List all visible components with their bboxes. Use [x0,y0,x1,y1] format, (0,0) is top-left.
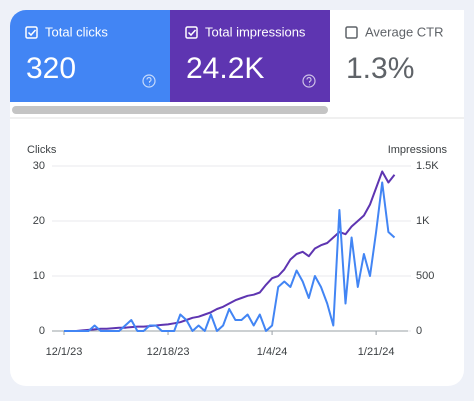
card-label: Total clicks [45,24,108,39]
checkbox [25,26,38,39]
y2-tick-label: 1K [416,215,430,227]
x-tick-label: 12/18/23 [147,346,190,358]
metric-card[interactable]: Average CTR 1.3% [330,10,464,102]
y-tick-label: 20 [33,215,45,227]
card-bg [330,10,464,102]
y-tick-label: 0 [39,325,45,337]
card-value: 1.3% [346,52,414,85]
y2-tick-label: 0 [416,325,422,337]
x-tick-label: 1/21/24 [358,346,395,358]
y-tick-label: 30 [33,160,45,172]
card-bg [10,10,170,102]
checkmark [187,29,197,37]
y-tick-label: 10 [33,270,45,282]
y2-tick-label: 500 [416,270,434,282]
x-tick-label: 12/1/23 [46,346,83,358]
panel [10,10,464,386]
x-tick-label: 1/4/24 [257,346,288,358]
y2-axis-title: Impressions [388,144,448,156]
metric-card[interactable]: Total impressions 24.2K [170,10,330,102]
y-axis-title: Clicks [27,144,57,156]
help-glyph [146,77,152,86]
series-line [64,170,396,332]
scrollbar[interactable] [12,106,328,114]
help-icon [142,74,156,88]
help-glyph [306,77,312,86]
card-value: 24.2K [186,52,264,85]
checkbox [345,26,358,39]
help-icon [302,74,316,88]
checkmark [27,29,37,37]
metric-card[interactable]: Total clicks 320 [10,10,170,102]
series-line [64,181,396,332]
y2-tick-label: 1.5K [416,160,439,172]
card-bg [170,10,330,102]
card-value: 320 [26,52,76,85]
card-label: Average CTR [365,24,444,39]
checkbox [185,26,198,39]
card-label: Total impressions [205,24,306,39]
